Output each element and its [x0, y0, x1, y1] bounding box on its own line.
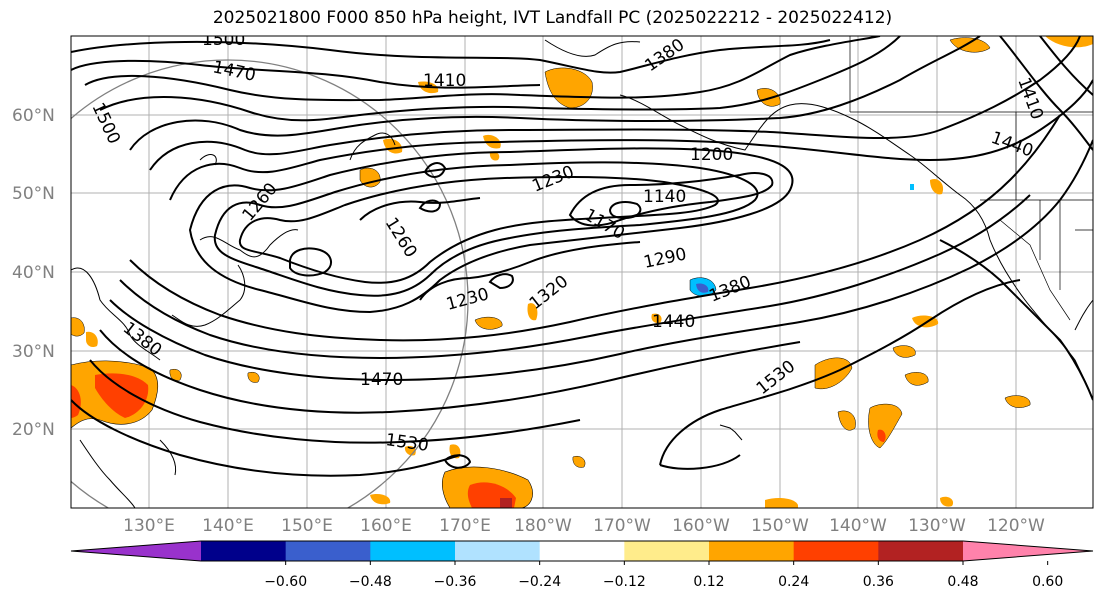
ivt-patch-small-e [247, 372, 260, 383]
lon-label: 130°W [908, 516, 966, 536]
ivt-patch-east-i [940, 496, 954, 507]
lon-label: 150°W [751, 516, 809, 536]
ivt-patch-central-c [651, 313, 662, 324]
colorbar-outline [70, 540, 1094, 562]
range-circle [71, 59, 469, 508]
lat-label: 50°N [12, 184, 55, 204]
lon-label: 140°W [829, 516, 887, 536]
lon-label: 160°E [360, 516, 412, 536]
ivt-negative-core [696, 283, 709, 293]
colorbar-tick-label: 0.48 [947, 574, 978, 590]
ivt-patch-canada [1045, 36, 1093, 48]
height-contours [71, 36, 1093, 477]
lon-label: 170°E [439, 516, 491, 536]
ivt-patch-east-e [892, 345, 916, 358]
colorbar-tick-label: −0.12 [603, 574, 646, 590]
ivt-patch-east-b [868, 403, 903, 449]
lat-label: 40°N [12, 263, 55, 283]
ivt-patch-east-c [837, 410, 856, 431]
ivt-patch-small-c [370, 493, 391, 505]
colorbar-cell [709, 541, 795, 561]
latitude-labels: 60°N 50°N 40°N 30°N 20°N [12, 106, 55, 440]
contour-label: 1500 [202, 30, 245, 50]
colorbar-tick-label: −0.36 [434, 574, 477, 590]
ivt-negative-small [910, 184, 914, 190]
colorbar-extend-low [71, 541, 201, 561]
colorbar-cell [878, 541, 964, 561]
colorbar-tick-label: 0.12 [693, 574, 724, 590]
ivt-patch-bc-coast [930, 178, 944, 195]
colorbar-tick-label: 0.24 [778, 574, 809, 590]
ivt-patch-small-d [572, 456, 586, 468]
map-gridlines [71, 36, 1093, 508]
longitude-labels: 130°E 140°E 150°E 160°E 170°E 180°W 170°… [123, 516, 1045, 536]
ivt-patch-aleutian-b [489, 151, 500, 161]
lon-label: 140°E [202, 516, 254, 536]
lat-label: 20°N [12, 420, 55, 440]
lat-label: 30°N [12, 342, 55, 362]
colorbar-extend-high [963, 541, 1093, 561]
ivt-core-philippine-sea [95, 373, 149, 418]
colorbar-tick-label: −0.60 [264, 574, 307, 590]
ivt-core-east-b [877, 429, 886, 442]
ivt-patch-east-d [904, 372, 929, 386]
colorbar-tick-label: −0.48 [349, 574, 392, 590]
lat-label: 60°N [12, 106, 55, 126]
ivt-patch-east-g [1004, 395, 1031, 408]
ivt-patch-central-b [527, 303, 538, 321]
country-borders [849, 36, 1093, 321]
lon-label: 170°W [593, 516, 651, 536]
contour-label: 1470 [360, 370, 403, 390]
ivt-core-west-edge [71, 385, 81, 418]
colorbar: −0.60 −0.48 −0.36 −0.24 −0.12 0.12 0.24 0.36 0.4… [70, 540, 1094, 590]
colorbar-tick-label: 0.36 [863, 574, 894, 590]
ivt-patch-east-h [765, 497, 798, 508]
colorbar-cell [793, 541, 879, 561]
contour-label: 1410 [423, 71, 466, 91]
colorbar-cell [455, 541, 541, 561]
lon-label: 120°W [987, 516, 1045, 536]
ivt-core-deep [500, 498, 512, 508]
colorbar-cell [370, 541, 456, 561]
colorbar-tick-label: −0.24 [518, 574, 561, 590]
ivt-patch-central-a [474, 316, 503, 330]
colorbar-tick-label: 0.60 [1032, 574, 1063, 590]
contour-label: 1200 [690, 145, 733, 165]
contour-label: 1140 [643, 187, 686, 207]
lon-label: 150°E [281, 516, 333, 536]
lon-label: 130°E [123, 516, 175, 536]
ivt-patch-coast-small [86, 331, 98, 348]
contour-label: 1440 [652, 312, 695, 332]
ivt-patch-west-edge [71, 317, 85, 337]
lon-label: 180°W [514, 516, 572, 536]
lon-label: 160°W [672, 516, 730, 536]
map-frame [70, 35, 1094, 509]
colorbar-cell [539, 541, 625, 561]
colorbar-cell [201, 541, 287, 561]
ivt-patch-small-f [169, 369, 182, 381]
colorbar-cell [624, 541, 710, 561]
map-title: 2025021800 F000 850 hPa height, IVT Land… [212, 8, 893, 28]
colorbar-cell [285, 541, 371, 561]
coastlines [71, 39, 1093, 508]
